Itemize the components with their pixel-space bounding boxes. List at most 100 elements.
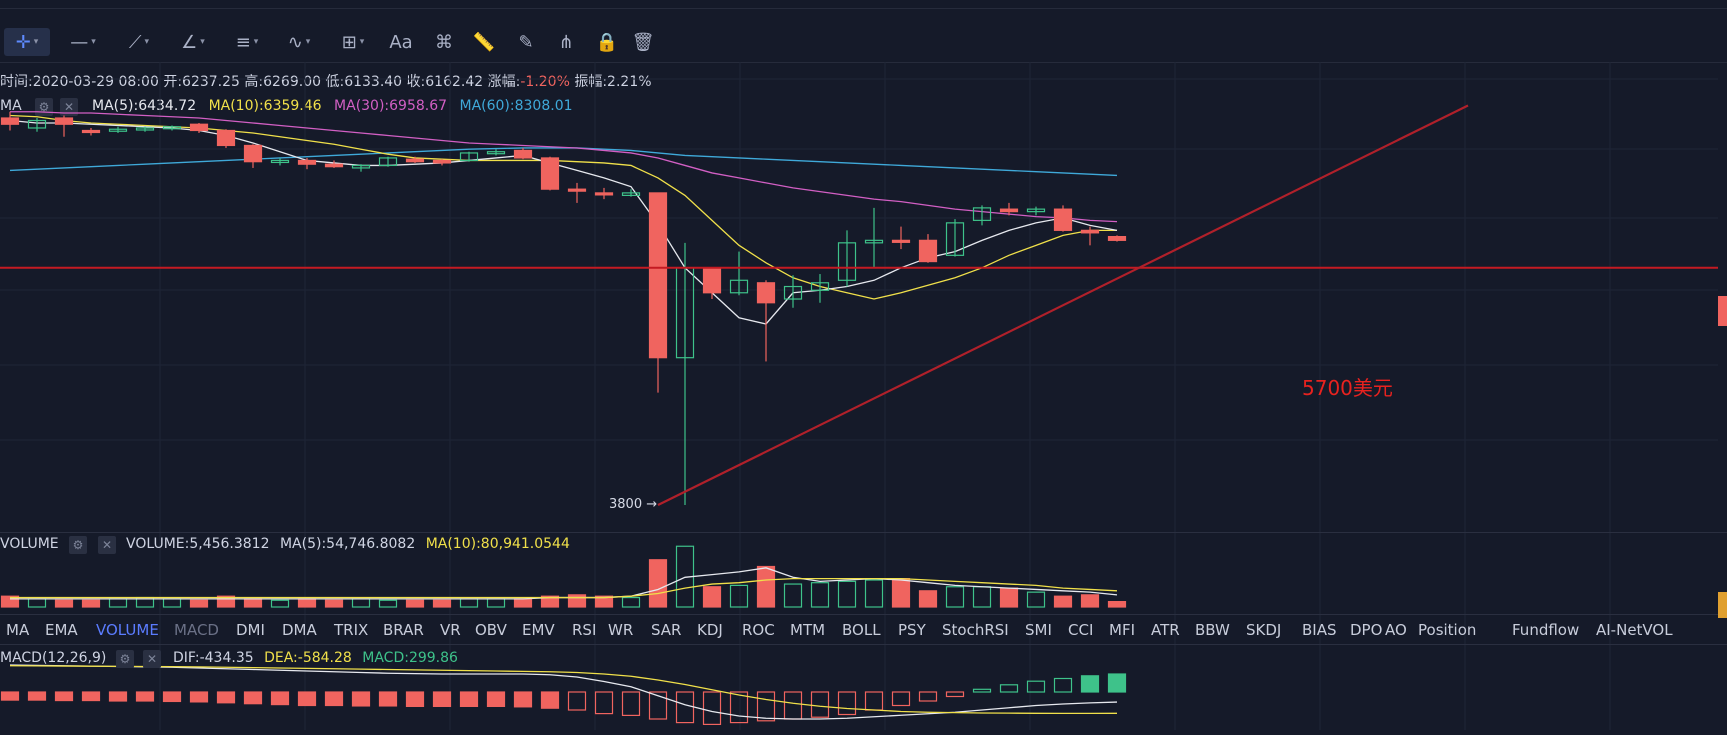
indicator-tab-sar[interactable]: SAR [651, 621, 682, 639]
volume-values: VOLUME:5,456.3812 MA(5):54,746.8082 MA(1… [126, 536, 570, 552]
lock-icon[interactable]: 🔒 [595, 31, 619, 53]
indicator-tab-boll[interactable]: BOLL [842, 621, 881, 639]
volume-bar [864, 579, 884, 608]
chevron-down-icon[interactable]: ▾ [33, 37, 39, 47]
macd-histogram-bar [567, 691, 587, 711]
macd-hide-icon[interactable]: ✕ [143, 650, 161, 668]
indicator-tab-kdj[interactable]: KDJ [697, 621, 723, 639]
chevron-down-icon[interactable]: ▾ [253, 37, 259, 47]
macd-settings-icon[interactable]: ⚙ [116, 650, 134, 668]
macd-histogram-bar [756, 691, 776, 722]
candle-body [891, 239, 911, 243]
volume-bar [189, 599, 209, 608]
indicator-tab-ai-netvol[interactable]: AI-NetVOL [1596, 621, 1673, 639]
candle-body [324, 163, 344, 168]
pane-divider-macd[interactable] [0, 644, 1727, 645]
volume-bar [405, 599, 425, 608]
candle-body [972, 207, 992, 221]
chevron-down-icon[interactable]: ▾ [144, 37, 150, 47]
macd-histogram-bar [54, 691, 74, 702]
indicator-tab-mtm[interactable]: MTM [790, 621, 826, 639]
brush-icon[interactable]: ⌘ [435, 31, 453, 53]
trash-icon[interactable]: 🗑 [631, 31, 655, 53]
indicator-tab-ma[interactable]: MA [6, 621, 30, 639]
volume-bar [1026, 591, 1046, 608]
indicator-tab-bbw[interactable]: BBW [1195, 621, 1230, 639]
indicator-tab-dpo[interactable]: DPO [1350, 621, 1383, 639]
chevron-down-icon[interactable]: ▾ [200, 37, 205, 47]
ma-legend-label: MA [0, 98, 22, 114]
candle-body [837, 242, 857, 281]
macd-value: MACD:299.86 [362, 650, 458, 666]
indicator-tab-atr[interactable]: ATR [1151, 621, 1180, 639]
indicator-tab-vr[interactable]: VR [440, 621, 461, 639]
macd-histogram-bar [459, 691, 479, 707]
crosshair-icon[interactable]: ✛ ▾ [4, 28, 50, 56]
indicator-tab-rsi[interactable]: RSI [572, 621, 597, 639]
indicator-tab-fundflow[interactable]: Fundflow [1512, 621, 1580, 639]
indicator-tab-smi[interactable]: SMI [1025, 621, 1052, 639]
indicator-tab-emv[interactable]: EMV [522, 621, 555, 639]
volume-bar [270, 599, 290, 608]
magnet-icon[interactable]: ⋔ [558, 31, 574, 53]
indicator-tab-dmi[interactable]: DMI [236, 621, 265, 639]
chevron-down-icon[interactable]: ▾ [91, 37, 96, 47]
macd-histogram-bar [702, 691, 722, 726]
candle-body [378, 157, 398, 167]
volume-hide-icon[interactable]: ✕ [98, 536, 116, 554]
volume-ma5-line [10, 567, 1118, 600]
indicator-tab-wr[interactable]: WR [608, 621, 634, 639]
indicator-tab-trix[interactable]: TRIX [334, 621, 369, 639]
horizontal-line-icon[interactable]: — ▾ [70, 31, 96, 53]
indicator-tab-skdj[interactable]: SKDJ [1246, 621, 1282, 639]
indicator-tab-macd[interactable]: MACD [174, 621, 219, 639]
indicator-tab-position[interactable]: Position [1418, 621, 1477, 639]
ma-legend: MA [0, 98, 22, 114]
volume-bar [648, 559, 668, 608]
indicator-tab-psy[interactable]: PSY [898, 621, 926, 639]
candle-body [810, 282, 830, 291]
chevron-down-icon[interactable]: ▾ [305, 37, 311, 47]
volume-bar [702, 586, 722, 608]
indicator-tab-obv[interactable]: OBV [475, 621, 507, 639]
macd-histogram-bar [0, 691, 20, 701]
volume-bar [216, 595, 236, 608]
hide-icon[interactable]: ✕ [60, 98, 78, 116]
indicator-tab-volume[interactable]: VOLUME [96, 621, 159, 639]
volume-bar [81, 599, 101, 608]
indicator-tab-stochrsi[interactable]: StochRSI [942, 621, 1009, 639]
trend-line-icon[interactable]: ⟋ ▾ [128, 31, 150, 53]
macd-legend-label: MACD(12,26,9) [0, 650, 107, 666]
parallel-lines-icon[interactable]: ≡ ▾ [235, 31, 259, 53]
indicator-tab-ema[interactable]: EMA [45, 621, 78, 639]
volume-bar [729, 584, 749, 608]
macd-histogram-bar [1053, 677, 1073, 693]
ohlc-open: 开:6237.25 [163, 74, 240, 90]
indicator-tab-mfi[interactable]: MFI [1109, 621, 1135, 639]
pane-divider-volume[interactable] [0, 532, 1727, 533]
indicator-tab-roc[interactable]: ROC [742, 621, 775, 639]
candle-body [108, 128, 128, 132]
chevron-down-icon[interactable]: ▾ [359, 37, 365, 47]
macd-histogram-bar [189, 691, 209, 703]
low-annotation: 3800 → [609, 497, 658, 512]
candle-body [270, 159, 290, 164]
candle-body [567, 188, 587, 192]
indicator-tab-ao[interactable]: AO [1385, 621, 1407, 639]
text-icon[interactable]: Aa [389, 31, 413, 53]
indicator-tab-cci[interactable]: CCI [1068, 621, 1094, 639]
ruler-icon[interactable]: 📏 [472, 31, 496, 53]
volume-bar [594, 595, 614, 608]
volume-settings-icon[interactable]: ⚙ [69, 536, 87, 554]
indicator-tab-brar[interactable]: BRAR [383, 621, 424, 639]
wave-icon[interactable]: ∿ ▾ [287, 31, 311, 53]
indicator-tab-dma[interactable]: DMA [282, 621, 317, 639]
box-icon[interactable]: ⊞ ▾ [341, 31, 365, 53]
indicator-tab-bias[interactable]: BIAS [1302, 621, 1337, 639]
macd-histogram-bar [351, 691, 371, 707]
angle-icon[interactable]: ∠ ▾ [181, 31, 205, 53]
macd-histogram-bar [162, 691, 182, 703]
macd-histogram-bar [27, 691, 47, 701]
pencil-icon[interactable]: ✎ [518, 31, 534, 53]
